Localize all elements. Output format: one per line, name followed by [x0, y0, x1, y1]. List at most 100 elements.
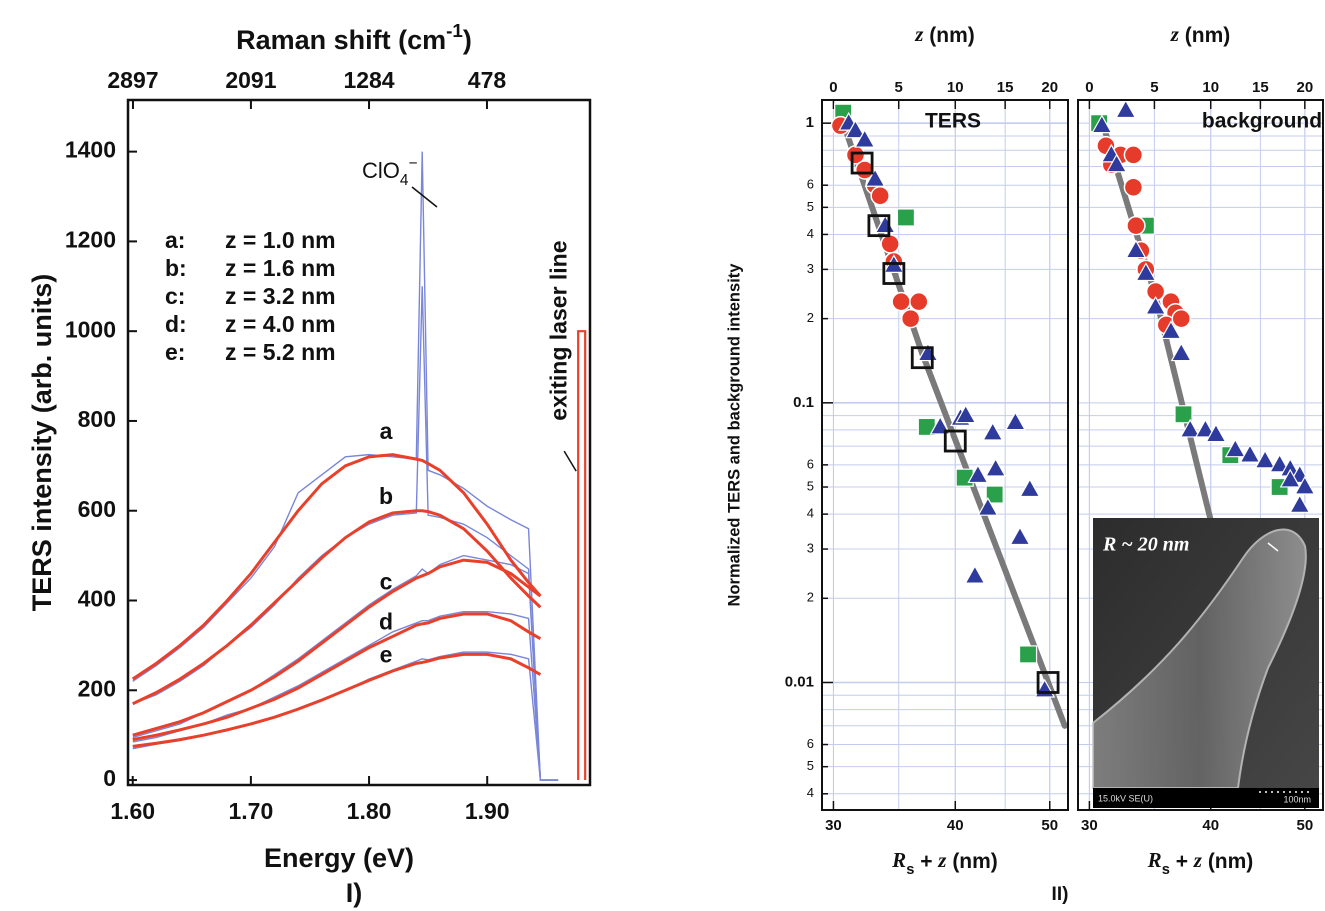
- x-axis-title-part: +: [1170, 850, 1194, 873]
- legend-key: a:: [165, 227, 185, 253]
- point: [1106, 153, 1128, 173]
- point: [1254, 449, 1276, 469]
- y-tick-label: 4: [807, 785, 814, 800]
- peak-annotation: ClO4−: [362, 155, 417, 189]
- point: [1126, 215, 1146, 236]
- y-tick-label: 6: [807, 177, 814, 192]
- x-axis-title-part: s: [1162, 862, 1170, 878]
- point: [1036, 671, 1060, 694]
- x2-tick-label: 5: [1150, 79, 1158, 96]
- x2-axis-title-part: ): [463, 25, 472, 55]
- point: [1224, 438, 1246, 458]
- x-tick-label: 50: [1296, 817, 1313, 834]
- inset-tip: [1092, 528, 1307, 789]
- x2-axis-title: z (nm): [1170, 22, 1231, 47]
- y-axis-title: Normalized TERS and background intensity: [725, 263, 743, 607]
- point: [977, 496, 999, 516]
- y-tick-label: 4: [807, 506, 814, 521]
- plot-bg: [822, 100, 1068, 810]
- laser-line: [577, 330, 587, 781]
- point: [900, 308, 921, 329]
- x2-tick-label: 5: [895, 79, 903, 96]
- x2-tick-label: 1284: [343, 67, 394, 93]
- y-tick-label: 0.01: [785, 673, 814, 690]
- x-tick-label: 1.80: [347, 798, 392, 824]
- peak-annotation-part: −: [408, 155, 417, 172]
- laser-label: exiting laser line: [545, 240, 571, 420]
- x-axis-title: Rs + z (nm): [1147, 848, 1254, 878]
- panel-label: I): [346, 878, 363, 908]
- x-tick-label: 30: [825, 817, 842, 834]
- point: [955, 404, 977, 424]
- point: [854, 160, 875, 180]
- x2-axis-title-part: -1: [446, 21, 463, 42]
- y-tick-label: 1400: [65, 137, 116, 163]
- peak-annotation-part: 4: [400, 172, 409, 189]
- point: [1019, 478, 1041, 498]
- y-tick-label: 1: [806, 114, 814, 131]
- point: [854, 128, 876, 148]
- x2-tick-label: 2091: [225, 67, 276, 93]
- x-axis-title-part: z: [937, 848, 947, 872]
- x2-tick-label: 20: [1296, 79, 1313, 96]
- point: [1123, 145, 1144, 165]
- x-axis-title-part: (nm): [1202, 850, 1253, 873]
- spectrum-line: [132, 611, 559, 781]
- y-tick-label: 0.1: [793, 394, 814, 411]
- point: [982, 421, 1004, 441]
- point: [1145, 295, 1167, 315]
- x-axis-title-part: z: [1193, 848, 1203, 872]
- x2-axis-title-part: z: [914, 22, 924, 46]
- point: [1205, 423, 1227, 443]
- point: [1194, 418, 1216, 438]
- point: [844, 119, 866, 139]
- x-axis-title-part: R: [891, 848, 906, 872]
- point: [1115, 99, 1137, 119]
- x2-tick-label: 0: [1085, 79, 1093, 96]
- peak-leader: [411, 186, 438, 208]
- point: [1239, 443, 1261, 463]
- x-tick-label: 1.70: [229, 798, 274, 824]
- x-tick-label: 40: [947, 817, 964, 834]
- point: [870, 186, 890, 206]
- x-axis-title: Energy (eV): [264, 843, 414, 873]
- point: [891, 291, 911, 312]
- series-label: e: [380, 641, 393, 667]
- point: [1160, 320, 1182, 340]
- point: [1171, 308, 1192, 329]
- point: [943, 429, 967, 453]
- x-axis-title-part: (nm): [946, 850, 997, 873]
- y-tick-label: 5: [807, 758, 814, 773]
- point: [1294, 475, 1316, 495]
- inset-footer-right: 100nm: [1283, 794, 1311, 804]
- legend-key: c:: [165, 283, 185, 309]
- x2-axis-title-part: (nm): [923, 24, 974, 47]
- laser-leader: [563, 450, 577, 472]
- x-axis-title: Rs + z (nm): [891, 848, 998, 878]
- peak-annotation-part: ClO: [362, 158, 400, 183]
- point: [1004, 411, 1026, 431]
- point: [1179, 418, 1201, 438]
- point: [1091, 114, 1113, 134]
- series-label: c: [380, 568, 393, 594]
- y-tick-label: 6: [807, 456, 814, 471]
- fit-line: [132, 509, 542, 706]
- legend-key: b:: [165, 255, 187, 281]
- x-axis-title-part: R: [1147, 848, 1162, 872]
- inset-title: R ~ 20 nm: [1102, 534, 1189, 556]
- point: [867, 214, 891, 238]
- fit-line: [131, 453, 542, 681]
- point: [1289, 494, 1311, 513]
- point: [910, 346, 934, 370]
- plot-frame: [126, 98, 592, 787]
- x2-tick-label: 478: [468, 67, 507, 93]
- point: [1279, 468, 1301, 488]
- point: [909, 291, 929, 312]
- legend-key: d:: [165, 311, 187, 337]
- y-axis-title: TERS intensity (arb. units): [27, 274, 57, 612]
- inset-footer-left: 15.0kV SE(U): [1098, 793, 1153, 803]
- legend-text: z = 5.2 nm: [225, 339, 336, 365]
- x-tick-label: 1.60: [110, 798, 155, 824]
- panel-label: II): [1052, 884, 1069, 905]
